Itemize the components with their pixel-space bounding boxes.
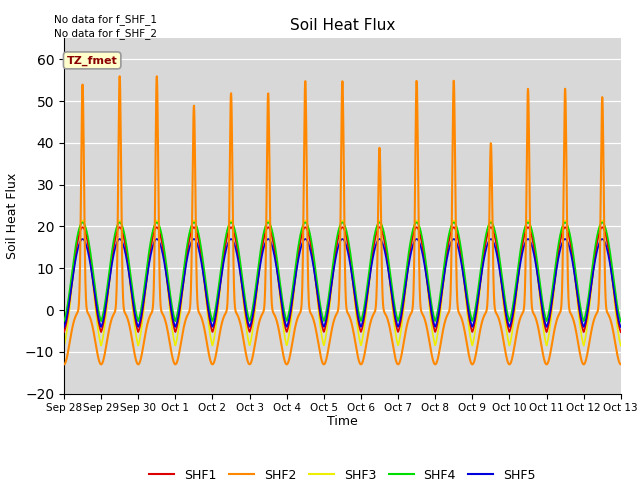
SHF1: [584, 313, 591, 319]
SHF5: [60, 324, 68, 330]
Line: SHF1: SHF1: [64, 227, 621, 332]
SHF3: [584, 323, 591, 329]
SHF3: [371, 234, 379, 240]
SHF5: [584, 310, 591, 315]
SHF1: [617, 329, 625, 335]
SHF3: [359, 336, 367, 341]
SHF2: [359, 359, 367, 365]
Line: SHF4: SHF4: [64, 222, 621, 321]
SHF3: [216, 292, 223, 298]
SHF3: [504, 338, 512, 344]
Legend: SHF1, SHF2, SHF3, SHF4, SHF5: SHF1, SHF2, SHF3, SHF4, SHF5: [144, 464, 541, 480]
SHF5: [617, 324, 625, 330]
SHF5: [504, 321, 512, 327]
SHF5: [568, 255, 575, 261]
SHF3: [60, 343, 68, 348]
SHF4: [216, 276, 223, 282]
SHF1: [60, 329, 68, 335]
Text: TZ_fmet: TZ_fmet: [67, 55, 118, 66]
SHF2: [216, 332, 223, 337]
SHF4: [79, 219, 86, 225]
SHF5: [359, 319, 367, 325]
SHF3: [79, 217, 86, 223]
SHF1: [79, 224, 86, 230]
SHF4: [359, 312, 367, 318]
SHF5: [371, 246, 379, 252]
SHF4: [584, 301, 591, 307]
Line: SHF5: SHF5: [64, 239, 621, 327]
Y-axis label: Soil Heat Flux: Soil Heat Flux: [6, 173, 19, 259]
SHF1: [568, 250, 575, 255]
SHF4: [617, 318, 625, 324]
SHF3: [617, 343, 625, 348]
SHF4: [568, 241, 575, 247]
SHF2: [568, 312, 575, 318]
SHF1: [371, 238, 379, 243]
SHF4: [60, 318, 68, 324]
SHF1: [504, 326, 512, 332]
SHF2: [584, 351, 591, 357]
SHF3: [568, 248, 575, 253]
SHF2: [371, 309, 379, 315]
Line: SHF2: SHF2: [64, 76, 621, 364]
SHF1: [216, 288, 223, 293]
Line: SHF3: SHF3: [64, 220, 621, 346]
SHF2: [617, 361, 625, 367]
SHF2: [60, 361, 68, 367]
SHF5: [216, 287, 223, 292]
SHF2: [504, 360, 512, 366]
SHF2: [116, 73, 124, 79]
SHF1: [359, 324, 367, 329]
Title: Soil Heat Flux: Soil Heat Flux: [290, 18, 395, 33]
SHF4: [371, 231, 379, 237]
SHF5: [79, 236, 86, 242]
SHF4: [504, 315, 512, 321]
X-axis label: Time: Time: [327, 415, 358, 428]
Text: No data for f_SHF_1: No data for f_SHF_1: [54, 13, 157, 24]
Text: No data for f_SHF_2: No data for f_SHF_2: [54, 28, 157, 39]
